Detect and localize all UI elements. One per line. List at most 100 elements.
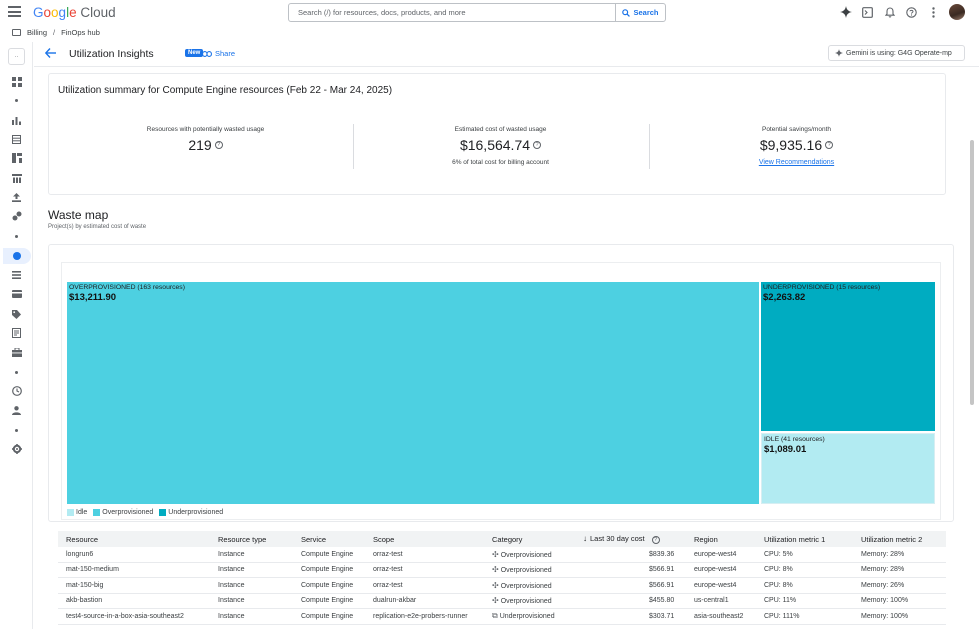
export-upload-icon[interactable] bbox=[11, 192, 22, 202]
cell-category: ⧉ Underprovisioned bbox=[492, 611, 555, 621]
legend-item-idle[interactable]: Idle bbox=[67, 509, 87, 516]
rail-separator-dot-icon bbox=[15, 371, 18, 374]
commitments-icon[interactable] bbox=[11, 211, 22, 221]
help-icon[interactable]: ? bbox=[214, 141, 223, 149]
column-header-utilization-metric-1[interactable]: Utilization metric 1 bbox=[764, 534, 826, 544]
table-row[interactable]: mat-150-big Instance Compute Engine orraz-t… bbox=[58, 578, 946, 594]
waste-map-subtitle: Project(s) by estimated cost of waste bbox=[48, 224, 147, 230]
metric-potential-savings: Potential savings/month $9,935.16 ? View… bbox=[649, 126, 944, 166]
metric-value: $9,935.16 ? bbox=[760, 137, 834, 153]
waste-map-title: Waste map bbox=[48, 208, 109, 222]
breadcrumb-finops-hub[interactable]: FinOps hub bbox=[61, 27, 100, 37]
gemini-sparkle-icon[interactable] bbox=[839, 6, 852, 19]
settings-gear-icon[interactable] bbox=[11, 444, 22, 454]
budgets-list-icon[interactable] bbox=[11, 270, 22, 280]
tile-label: UNDERPROVISIONED (15 resources) bbox=[763, 284, 881, 291]
cloud-shell-terminal-icon[interactable] bbox=[861, 6, 874, 19]
finops-hub-icon[interactable] bbox=[13, 252, 21, 260]
help-icon[interactable]: ? bbox=[651, 536, 660, 544]
table-row[interactable]: mat-150-medium Instance Compute Engine orra… bbox=[58, 563, 946, 578]
table-row[interactable]: test4-source-in-a-box-asia-southeast2 Ins… bbox=[58, 609, 946, 625]
cell-scope: orraz-test bbox=[373, 550, 403, 558]
tag-label-icon[interactable] bbox=[11, 309, 22, 319]
cell-scope: replication-e2e-probers-runner bbox=[373, 612, 468, 620]
hamburger-menu-icon[interactable] bbox=[8, 6, 21, 17]
column-header-resource[interactable]: Resource bbox=[66, 534, 99, 544]
dashboard-grid-icon[interactable] bbox=[11, 77, 22, 87]
treemap-tile-overprovisioned[interactable]: OVERPROVISIONED (163 resources) $13,211.… bbox=[67, 282, 759, 504]
column-header-label: Last 30 day cost bbox=[590, 534, 645, 543]
table-row[interactable]: longrun6 Instance Compute Engine orraz-test… bbox=[58, 547, 946, 563]
treemap-tile-idle[interactable]: IDLE (41 resources) $1,089.01 bbox=[761, 433, 935, 504]
search-input[interactable]: Search (/) for resources, docs, products… bbox=[288, 3, 616, 22]
back-arrow-icon[interactable] bbox=[44, 47, 56, 61]
category-label: Overprovisioned bbox=[500, 567, 552, 575]
payment-card-icon[interactable] bbox=[11, 289, 22, 299]
metric-label: Estimated cost of wasted usage bbox=[454, 126, 547, 133]
rail-separator-dot-icon bbox=[15, 235, 18, 238]
history-clock-icon[interactable] bbox=[11, 386, 22, 396]
top-bar: Google Cloud Search (/) for resources, d… bbox=[0, 0, 979, 25]
table-row[interactable]: akb-bastion Instance Compute Engine dualrun… bbox=[58, 594, 946, 609]
billing-icon bbox=[12, 28, 21, 36]
underprovisioned-category-icon: ⧉ bbox=[492, 611, 498, 621]
metric-label: Resources with potentially wasted usage bbox=[146, 126, 265, 133]
reports-bar-chart-icon[interactable] bbox=[11, 115, 22, 125]
notifications-bell-icon[interactable] bbox=[883, 6, 896, 19]
cell-utilization-metric-1: CPU: 111% bbox=[764, 612, 800, 620]
treemap-tile-underprovisioned[interactable]: UNDERPROVISIONED (15 resources) $2,263.8… bbox=[761, 282, 935, 431]
cell-category: ✣ Overprovisioned bbox=[492, 596, 552, 605]
help-icon[interactable]: ? bbox=[533, 141, 542, 149]
gemini-sparkle-icon bbox=[835, 49, 843, 57]
sort-down-arrow-icon[interactable]: ↓ bbox=[583, 534, 587, 543]
gemini-context-pill[interactable]: Gemini is using: G4G Operate-mp bbox=[828, 45, 965, 61]
cell-resource[interactable]: mat-150-medium bbox=[66, 566, 119, 574]
column-header-utilization-metric-2[interactable]: Utilization metric 2 bbox=[861, 534, 923, 544]
more-vertical-icon[interactable] bbox=[927, 6, 940, 19]
rail-separator-dot-icon bbox=[15, 99, 18, 102]
page-scrollbar[interactable] bbox=[970, 140, 974, 405]
cost-table-icon[interactable] bbox=[11, 134, 22, 144]
search-button[interactable]: Search bbox=[615, 3, 666, 22]
breadcrumb-billing[interactable]: Billing bbox=[27, 27, 48, 37]
column-header-resource-type[interactable]: Resource type bbox=[218, 534, 267, 544]
metric-value: $16,564.74 ? bbox=[460, 137, 542, 153]
breadcrumb: Billing / FinOps hub bbox=[0, 25, 979, 39]
person-icon[interactable] bbox=[11, 405, 22, 415]
cell-category: ✣ Overprovisioned bbox=[492, 565, 552, 574]
help-icon[interactable] bbox=[905, 6, 918, 19]
cell-utilization-metric-2: Memory: 100% bbox=[861, 612, 909, 620]
view-recommendations-link[interactable]: View Recommendations bbox=[758, 159, 835, 166]
google-cloud-logo[interactable]: Google Cloud bbox=[33, 5, 116, 20]
cell-cost: $566.91 bbox=[649, 566, 675, 574]
avatar[interactable] bbox=[949, 4, 965, 20]
cell-resource[interactable]: akb-bastion bbox=[66, 597, 103, 605]
column-header-category[interactable]: Category bbox=[492, 534, 523, 544]
cell-resource[interactable]: mat-150-big bbox=[66, 581, 104, 589]
legend-item-overprovisioned[interactable]: Overprovisioned bbox=[93, 509, 153, 516]
treemap-legend: Idle Overprovisioned Underprovisioned bbox=[67, 509, 223, 516]
cell-resource-type: Instance bbox=[218, 581, 245, 589]
legend-item-underprovisioned[interactable]: Underprovisioned bbox=[159, 509, 223, 516]
share-button[interactable]: Share bbox=[202, 49, 235, 58]
cell-utilization-metric-1: CPU: 8% bbox=[764, 566, 793, 574]
legend-label: Underprovisioned bbox=[168, 509, 224, 516]
column-header-scope[interactable]: Scope bbox=[373, 534, 395, 544]
help-icon[interactable]: ? bbox=[825, 141, 834, 149]
cell-cost: $566.91 bbox=[649, 581, 675, 589]
collapse-rail-button[interactable]: ·· bbox=[8, 48, 25, 65]
column-header-service[interactable]: Service bbox=[301, 534, 327, 544]
pricing-icon[interactable] bbox=[11, 173, 22, 183]
cost-breakdown-icon[interactable] bbox=[11, 153, 22, 163]
metric-value-text: 219 bbox=[188, 137, 212, 153]
cell-utilization-metric-1: CPU: 5% bbox=[764, 550, 793, 558]
cell-service: Compute Engine bbox=[301, 581, 354, 589]
cell-resource[interactable]: longrun6 bbox=[66, 550, 94, 558]
metric-subtext: 6% of total cost for billing account bbox=[452, 159, 549, 166]
cell-resource[interactable]: test4-source-in-a-box-asia-southeast2 bbox=[66, 612, 184, 620]
legend-swatch bbox=[159, 509, 167, 516]
column-header-last-30-day-cost[interactable]: ↓ Last 30 day cost? bbox=[583, 534, 660, 544]
invoice-doc-icon[interactable] bbox=[11, 328, 22, 338]
account-management-icon[interactable] bbox=[11, 347, 22, 357]
column-header-region[interactable]: Region bbox=[694, 534, 718, 544]
